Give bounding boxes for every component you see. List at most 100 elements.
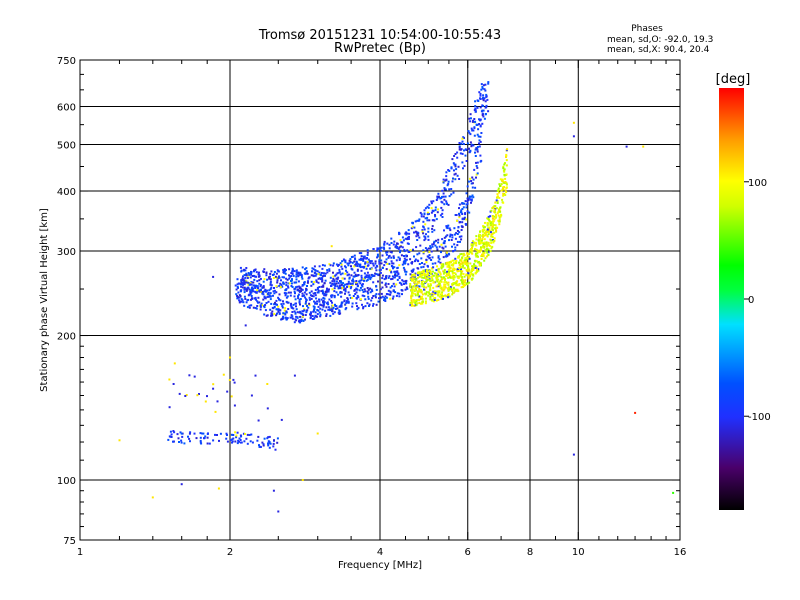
o-mode-trace-upper-point (253, 278, 256, 281)
o-mode-trace-lower-point (437, 255, 440, 258)
e-region-echoes-point (267, 444, 270, 447)
o-mode-trace-lower-point (474, 151, 476, 154)
scattered-points-point (642, 145, 645, 148)
o-mode-trace-lower-point (331, 294, 334, 297)
x-mode-trace-point (456, 268, 459, 271)
o-mode-trace-lower-point (395, 283, 398, 286)
o-mode-trace-lower-point (309, 314, 312, 317)
o-mode-trace-upper-point (337, 263, 340, 266)
o-mode-trace-lower-point (396, 274, 399, 277)
o-mode-trace-lower-point (298, 300, 301, 303)
o-mode-trace-upper-point (300, 288, 303, 291)
o-mode-trace-lower-point (338, 284, 341, 287)
o-mode-trace-upper-point (286, 285, 289, 288)
x-mode-trace-point (461, 256, 464, 259)
x-mode-trace-point (496, 189, 499, 192)
o-mode-trace-upper-point (398, 259, 401, 261)
o-mode-trace-lower-point (337, 311, 340, 314)
o-mode-trace-lower-point (471, 194, 474, 197)
o-mode-trace-upper-point (345, 269, 347, 272)
o-mode-trace-lower-point (453, 243, 456, 246)
o-mode-trace-upper-point (443, 188, 446, 191)
o-mode-trace-lower-point (261, 291, 264, 293)
x-mode-trace-point (451, 276, 454, 279)
o-mode-trace-upper-point (265, 272, 268, 274)
o-mode-trace-upper-point (437, 195, 440, 198)
o-mode-trace-upper-point (293, 281, 296, 284)
o-mode-trace-upper-point (242, 278, 245, 281)
x-mode-trace-point (449, 266, 452, 269)
o-mode-trace-lower-point (404, 273, 407, 276)
o-mode-trace-upper-point (431, 209, 434, 212)
o-mode-trace-upper-point (474, 100, 477, 103)
o-mode-trace-upper-point (393, 240, 396, 243)
o-mode-trace-upper-point (479, 97, 481, 100)
o-mode-trace-upper-point (383, 247, 386, 250)
o-mode-trace-upper-point (310, 280, 313, 283)
x-mode-trace-point (457, 270, 460, 272)
o-mode-trace-upper-point (332, 283, 335, 286)
o-mode-trace-lower-point (247, 286, 250, 289)
o-mode-trace-upper-point (450, 188, 453, 190)
o-mode-trace-lower-point (270, 314, 273, 317)
o-mode-trace-lower-point (370, 288, 373, 291)
x-mode-trace-point (497, 187, 500, 190)
o-mode-trace-upper-point (262, 285, 265, 287)
o-mode-trace-lower-point (434, 262, 437, 265)
x-mode-trace-point (457, 266, 460, 269)
o-mode-trace-lower-point (445, 253, 448, 256)
o-mode-trace-lower-point (441, 238, 444, 241)
o-mode-trace-lower-point (345, 300, 348, 303)
o-mode-trace-upper-point (358, 258, 361, 261)
o-mode-trace-lower-point (438, 245, 441, 248)
o-mode-trace-lower-point (383, 296, 386, 299)
o-mode-trace-upper-point (419, 211, 422, 214)
e-region-echoes-point (233, 404, 236, 407)
o-mode-trace-upper-point (281, 276, 284, 279)
o-mode-trace-upper-point (317, 277, 320, 280)
x-mode-trace-point (442, 270, 445, 273)
o-mode-trace-lower-point (352, 295, 355, 297)
o-mode-trace-upper-point (351, 268, 354, 271)
o-mode-trace-lower-point (313, 300, 315, 303)
o-mode-trace-upper-point (428, 212, 430, 215)
o-mode-trace-lower-point (238, 294, 241, 297)
x-mode-trace-point (432, 300, 435, 303)
o-mode-trace-upper-point (386, 262, 389, 265)
o-mode-trace-lower-point (428, 254, 431, 257)
o-mode-trace-upper-point (328, 288, 330, 291)
x-mode-trace-point (422, 271, 425, 274)
e-region-echoes-point (214, 433, 216, 436)
o-mode-trace-lower-point (347, 291, 350, 294)
o-mode-trace-lower-point (381, 277, 384, 280)
o-mode-trace-upper-point (348, 259, 351, 262)
x-mode-trace-point (500, 183, 503, 186)
x-mode-trace-point (434, 292, 437, 295)
o-mode-trace-lower-point (454, 237, 457, 240)
o-mode-trace-lower-point (384, 282, 387, 285)
o-mode-trace-upper-point (392, 256, 395, 259)
o-mode-trace-lower-point (379, 271, 382, 274)
o-mode-trace-upper-point (269, 288, 272, 290)
o-mode-trace-upper-point (486, 98, 489, 101)
x-mode-trace-point (445, 263, 448, 266)
o-mode-trace-upper-point (335, 280, 338, 283)
x-mode-trace-point (462, 254, 465, 257)
o-mode-trace-upper-point (474, 105, 477, 108)
o-mode-trace-lower-point (460, 238, 463, 241)
x-mode-trace-point (432, 290, 435, 293)
x-mode-trace-point (440, 263, 443, 266)
o-mode-trace-lower-point (448, 253, 451, 256)
o-mode-trace-upper-point (294, 286, 297, 289)
o-mode-trace-lower-point (405, 258, 408, 261)
x-mode-trace-point (471, 244, 473, 247)
e-region-echoes-point (268, 435, 271, 438)
x-mode-trace-point (459, 264, 462, 267)
o-mode-trace-upper-point (422, 232, 425, 235)
o-mode-trace-upper-point (427, 230, 430, 233)
o-mode-trace-upper-point (356, 262, 359, 265)
x-mode-trace-point (487, 215, 490, 218)
scattered-points-point (180, 483, 183, 486)
o-mode-trace-lower-point (237, 296, 239, 299)
o-mode-trace-upper-point (341, 272, 344, 275)
